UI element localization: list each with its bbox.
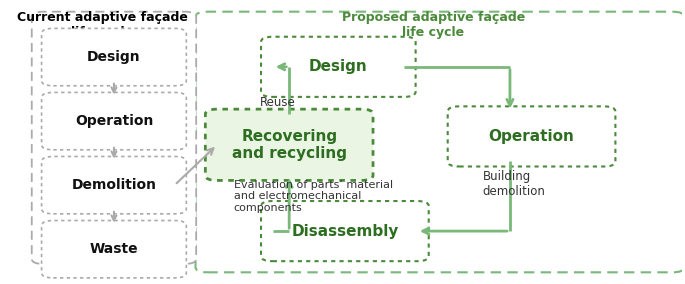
Text: Demolition: Demolition (71, 178, 156, 192)
FancyBboxPatch shape (42, 92, 186, 150)
Text: Operation: Operation (488, 129, 575, 144)
FancyBboxPatch shape (261, 201, 429, 261)
Text: Recovering
and recycling: Recovering and recycling (232, 129, 347, 161)
Text: Design: Design (87, 50, 141, 64)
FancyBboxPatch shape (42, 156, 186, 214)
Text: Current adaptive façade
life cycle: Current adaptive façade life cycle (17, 11, 188, 39)
Text: Evaluation of parts’ material
and electromechanical
components: Evaluation of parts’ material and electr… (234, 179, 393, 213)
FancyBboxPatch shape (32, 12, 196, 264)
FancyBboxPatch shape (42, 220, 186, 278)
Text: Design: Design (309, 59, 368, 74)
Text: Operation: Operation (75, 114, 153, 128)
FancyBboxPatch shape (42, 28, 186, 86)
Text: Disassembly: Disassembly (291, 224, 399, 239)
Text: Reuse: Reuse (260, 96, 295, 109)
FancyBboxPatch shape (261, 37, 416, 97)
FancyBboxPatch shape (195, 12, 684, 272)
FancyBboxPatch shape (206, 109, 373, 180)
FancyBboxPatch shape (448, 106, 615, 166)
Text: Proposed adaptive façade
life cycle: Proposed adaptive façade life cycle (342, 11, 525, 39)
Text: Waste: Waste (90, 242, 138, 256)
Text: Building
demolition: Building demolition (482, 170, 545, 198)
